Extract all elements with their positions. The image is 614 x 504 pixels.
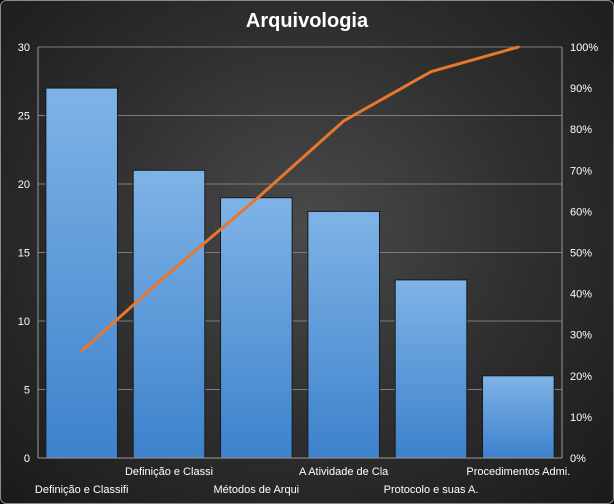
bar-3 <box>220 197 293 459</box>
category-label-1: Definição e Classifi <box>35 484 129 496</box>
y-tick-label: 25 <box>18 111 30 123</box>
labels: 0 5 10 15 20 25 30 0% 10% 20% 30% 40% 50% 60% 70% 80% 90… <box>18 42 599 496</box>
category-label-2: Definição e Classi <box>125 466 213 478</box>
axes <box>37 47 563 459</box>
y-tick-label: 0 <box>24 453 30 465</box>
cumulative-line-group <box>80 45 520 353</box>
y-tick-label: 30 <box>18 42 30 54</box>
y2-tick-label: 0% <box>570 453 586 465</box>
y2-tick-label: 20% <box>570 371 592 383</box>
cumulative-line <box>80 45 520 353</box>
bar-1 <box>45 87 118 459</box>
y2-tick-label: 80% <box>570 124 592 136</box>
y2-tick-label: 50% <box>570 248 592 260</box>
y-tick-label: 15 <box>18 248 30 260</box>
bar-5 <box>394 279 468 459</box>
category-label-3: Métodos de Arqui <box>214 484 300 496</box>
bars <box>45 87 555 459</box>
chart-title: Arquivologia <box>246 10 369 32</box>
bar-2 <box>132 169 206 459</box>
category-label-4: A Atividade de Cla <box>299 466 389 478</box>
y2-tick-label: 30% <box>570 330 592 342</box>
y-tick-label: 20 <box>18 179 30 191</box>
category-label-6: Procedimentos Admi. <box>466 466 570 478</box>
y2-tick-label: 40% <box>570 289 592 301</box>
category-label-5: Protocolo e suas A. <box>384 484 479 496</box>
y-tick-label: 10 <box>18 316 30 328</box>
y2-tick-label: 90% <box>570 83 592 95</box>
y2-tick-label: 100% <box>570 42 598 54</box>
gridlines <box>38 46 562 459</box>
y2-tick-label: 10% <box>570 412 592 424</box>
y2-tick-label: 70% <box>570 165 592 177</box>
y-tick-label: 5 <box>24 385 30 397</box>
y2-tick-label: 60% <box>570 206 592 218</box>
bar-6 <box>482 375 555 459</box>
bar-4 <box>307 210 380 459</box>
